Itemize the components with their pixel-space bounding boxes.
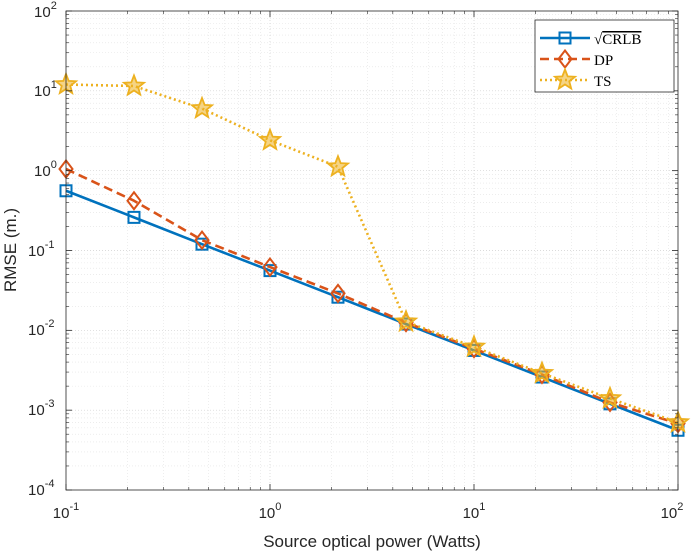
major-grid [66,11,678,490]
legend-marker-square [558,31,572,45]
series-line [65,189,679,432]
legend-samples [540,31,590,91]
y-tick-label: 102 [34,0,57,21]
y-tick-labels: 10-4 10-3 10-2 10-1 100 101 102 [28,0,57,499]
y-tick-label: 100 [34,159,57,180]
data-point-diamond [194,229,210,251]
data-point-diamond [126,190,142,211]
data-point-star [189,95,215,120]
legend: √CRLB DP TS [534,19,675,93]
data-point-diamond [330,283,346,304]
series-layer [53,71,691,437]
x-tick-label: 102 [661,501,684,522]
data-point-star [529,360,555,384]
y-axis-label: RMSE (m.) [1,208,20,292]
data-point-square [127,210,141,224]
data-point-star [325,153,351,178]
data-point-diamond [262,256,278,278]
x-tick-labels: 10-1 100 101 102 [53,501,684,522]
y-tick-label: 10-1 [28,239,54,260]
x-tick-label: 10-1 [53,501,79,522]
y-tick-label: 101 [34,79,57,100]
data-point-star [257,127,283,151]
data-point-star [121,72,147,97]
legend-entry-ts: TS [594,74,612,90]
y-tick-label: 10-2 [28,318,54,339]
y-tick-label: 10-4 [28,478,54,499]
x-tick-label: 101 [463,501,486,522]
x-tick-label: 100 [259,501,282,522]
x-axis-label: Source optical power (Watts) [263,532,481,551]
legend-entry-dp: DP [594,53,613,69]
data-point-star [461,333,487,358]
legend-marker-star [552,67,578,91]
minor-grid [66,11,678,490]
data-point-star [597,385,623,410]
legend-entry-crlb: √CRLB [594,32,641,48]
axis-ticks [65,10,679,491]
y-tick-label: 10-3 [28,398,54,419]
data-point-star [393,308,419,333]
series-line [65,167,679,425]
